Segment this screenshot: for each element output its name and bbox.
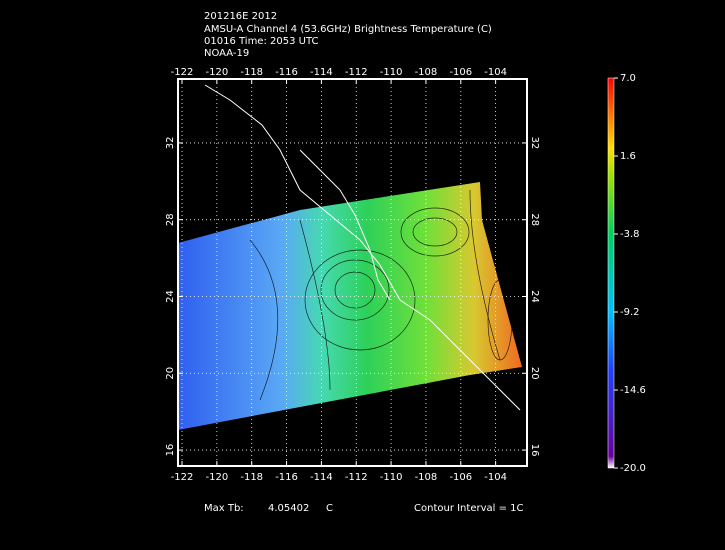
lon-tick-label: -104 [484, 67, 507, 78]
lat-tick-label: 24 [165, 290, 176, 303]
colorbar-tick-label: 7.0 [620, 73, 636, 84]
lon-tick-label: -120 [206, 67, 229, 78]
lon-tick-label: -112 [345, 67, 368, 78]
title-line: 201216E 2012 [204, 11, 277, 22]
lon-tick-label: -108 [415, 472, 438, 483]
lat-tick-label: 28 [165, 213, 176, 226]
title-line: AMSU-A Channel 4 (53.6GHz) Brightness Te… [204, 24, 492, 35]
colorbar-tick-label: -3.8 [620, 229, 640, 240]
data-swath [178, 182, 522, 430]
colorbar [607, 77, 615, 469]
lon-tick-label: -114 [310, 472, 333, 483]
lon-tick-label: -114 [310, 67, 333, 78]
colorbar-tick-label: 1.6 [620, 151, 636, 162]
lon-tick-label: -106 [449, 67, 472, 78]
lat-tick-label: 16 [165, 444, 176, 457]
lon-tick-label: -108 [415, 67, 438, 78]
lon-tick-label: -110 [380, 472, 403, 483]
coastline [299, 149, 391, 301]
contour-interval: Contour Interval = 1C [414, 503, 524, 514]
max-value: 4.05402 [268, 503, 309, 514]
map-content [178, 84, 522, 430]
lon-tick-label: -112 [345, 472, 368, 483]
lon-tick-label: -120 [206, 472, 229, 483]
lon-tick-label: -110 [380, 67, 403, 78]
lat-tick-label: 20 [165, 367, 176, 380]
lat-tick-label: 32 [529, 137, 540, 150]
colorbar-tick-label: -9.2 [620, 307, 640, 318]
lon-tick-label: -118 [240, 67, 263, 78]
coastline [204, 84, 521, 411]
lat-tick-label: 24 [529, 290, 540, 303]
max-unit: C [326, 503, 333, 514]
lon-tick-label: -122 [171, 472, 194, 483]
title-line: 01016 Time: 2053 UTC [204, 36, 318, 47]
contours [249, 189, 513, 401]
lon-tick-label: -116 [275, 67, 298, 78]
lat-tick-label: 16 [529, 444, 540, 457]
max-label: Max Tb: [204, 503, 244, 514]
title-line: NOAA-19 [204, 48, 249, 59]
colorbar-tick-label: -20.0 [620, 463, 646, 474]
lon-tick-label: -106 [449, 472, 472, 483]
lon-tick-label: -116 [275, 472, 298, 483]
lon-tick-label: -104 [484, 472, 507, 483]
lon-tick-label: -122 [171, 67, 194, 78]
lat-tick-label: 28 [529, 213, 540, 226]
colorbar-tick-label: -14.6 [620, 385, 646, 396]
lon-tick-label: -118 [240, 472, 263, 483]
lat-tick-label: 32 [165, 137, 176, 150]
lat-tick-label: 20 [529, 367, 540, 380]
map-frame [177, 78, 528, 467]
